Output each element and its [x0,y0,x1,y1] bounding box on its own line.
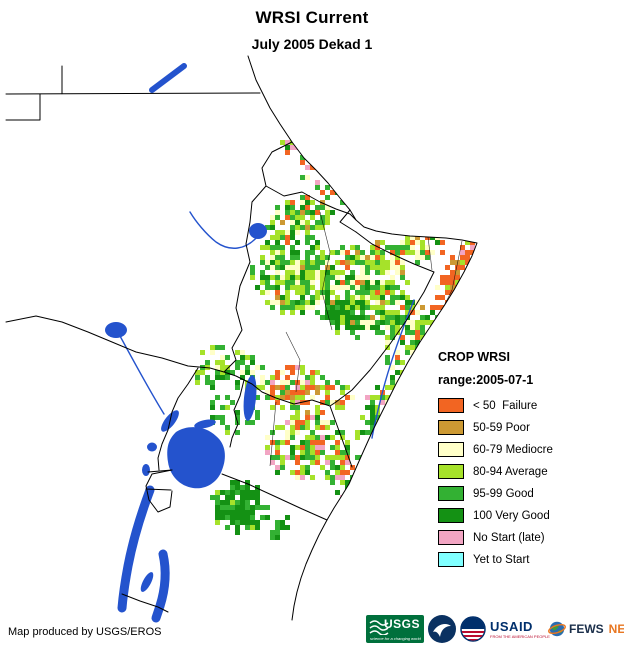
admin-line [269,401,277,467]
lakes [105,63,267,623]
admin-line [285,331,301,393]
admin-line [443,240,463,307]
tanzania-south-border [121,593,169,613]
uganda-kenya-border [229,379,245,448]
legend-label: No Start (late) [473,531,545,544]
fewsnet-logo-text-fews: FEWS [569,622,604,636]
legend-swatch-yettostart [438,552,464,567]
usgs-logo-text: USGS [383,617,420,631]
country-borders [5,55,478,621]
usgs-logo: USGS science for a changing world [366,615,424,643]
legend-label: 100 Very Good [473,509,550,522]
fewsnet-logo: FEWS NET [548,620,624,638]
lake-kyoga [194,419,216,429]
legend-label: < 50 Failure [473,399,538,412]
legend-swatch-nostart [438,530,464,545]
lake-turkana [243,375,257,421]
egypt-sudan-border [5,65,261,121]
legend-item: No Start (late) [438,530,622,545]
djibouti-border [339,209,357,233]
usgs-tagline: science for a changing world [370,636,421,641]
kenya-tanzania-border [221,473,328,521]
admin-borders [269,211,463,467]
lake-nasser [149,63,187,93]
sudan-south-border [5,315,225,373]
partner-logos: USGS science for a changing world USAID … [366,612,624,646]
legend-heading: CROP WRSI [438,350,510,364]
blue-nile-river [189,211,259,249]
sudd-wetland [105,322,127,338]
legend-swatch-poor [438,420,464,435]
lake-malawi [151,549,170,623]
usgs-wave-icon [369,620,389,635]
legend-label: Yet to Start [473,553,530,566]
legend-item: 80-94 Average [438,464,622,479]
rwanda-burundi-border [145,469,173,513]
ethiopia-somalia-border [329,231,435,407]
legend-swatch-good [438,486,464,501]
page-title: WRSI Current [255,8,369,27]
legend-label: 80-94 Average [473,465,548,478]
lake-tana [249,223,267,239]
map-credit-text: Map produced by USGS/EROS [8,626,162,638]
fewsnet-globe-icon [548,621,566,637]
usaid-logo-text: USAID [490,618,533,634]
kenya-somalia-border [329,405,353,468]
wrsi-raster-cells [195,140,475,540]
eritrea-ethiopia-border [265,185,357,221]
usaid-text-block: USAID FROM THE AMERICAN PEOPLE [490,618,550,639]
usaid-tagline: FROM THE AMERICAN PEOPLE [490,633,550,639]
legend-range-label: range:2005-07-1 [438,373,534,387]
admin-line [319,211,333,331]
ethiopia-kenya-border [223,371,331,407]
fewsnet-logo-text-net: NET [608,622,624,636]
legend-item: 50-59 Poor [438,420,622,435]
sudan-eritrea-ethiopia-border [223,141,293,373]
legend-item: 60-79 Mediocre [438,442,622,457]
legend-item: < 50 Failure [438,398,622,413]
legend-label: 95-99 Good [473,487,534,500]
uganda-drc-border [157,367,199,471]
legend-swatch-verygood [438,508,464,523]
shabelle-river [371,299,415,439]
legend-swatch-mediocre [438,442,464,457]
noaa-logo-icon [428,615,456,643]
legend-swatch-average [438,464,464,479]
lake-rukwa [140,572,154,592]
wrsi-legend: CROP WRSI range:2005-07-1 < 50 Failure 50… [438,350,622,574]
lake-tanganyika [117,485,155,613]
white-nile-river [119,335,165,415]
legend-item: Yet to Start [438,552,622,567]
lake-victoria [167,427,225,489]
lake-kivu [142,464,150,476]
legend-item: 100 Very Good [438,508,622,523]
usaid-emblem-icon [460,616,486,642]
legend-swatch-failure [438,398,464,413]
legend-item: 95-99 Good [438,486,622,501]
admin-line [427,236,433,271]
lake-edward [147,442,157,452]
legend-label: 60-79 Mediocre [473,443,553,456]
page-subtitle: July 2005 Dekad 1 [251,36,373,52]
legend-items: < 50 Failure 50-59 Poor 60-79 Mediocre 80-9… [438,398,622,567]
legend-label: 50-59 Poor [473,421,530,434]
usaid-logo: USAID FROM THE AMERICAN PEOPLE [460,616,550,642]
